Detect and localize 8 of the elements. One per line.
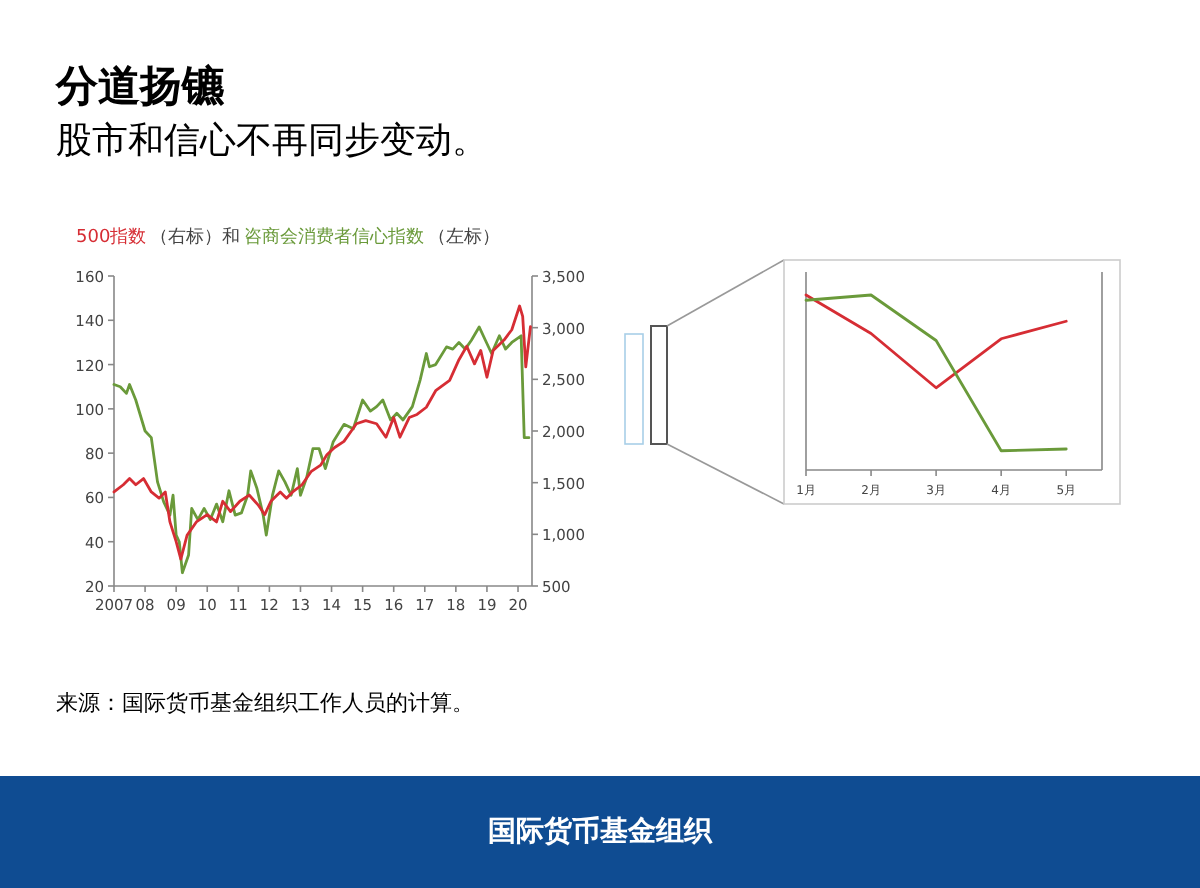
- text: （右标）和: [150, 226, 241, 248]
- source-note: 来源：国际货币基金组织工作人员的计算。: [56, 690, 474, 716]
- chart-title: 分道扬镳: [54, 62, 226, 110]
- text: 国际货币基金组织: [488, 814, 714, 848]
- text: （左标）: [428, 226, 501, 248]
- text: 500指数: [76, 226, 147, 248]
- chart-subtitle: 股市和信心不再同步变动。: [56, 120, 488, 162]
- text: 咨商会消费者信心指数: [244, 226, 425, 248]
